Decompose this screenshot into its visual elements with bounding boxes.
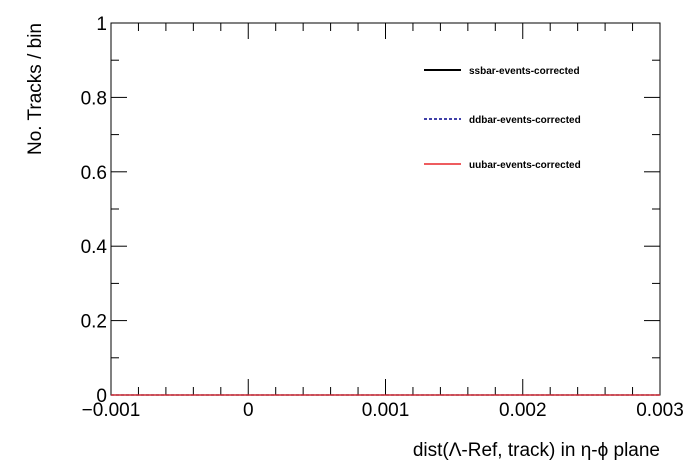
x-tick-label: 0.001 (362, 400, 410, 421)
x-tick-label: −0.001 (82, 400, 141, 421)
y-tick-label: 0 (96, 386, 107, 407)
plot-frame (110, 22, 661, 396)
y-tick-label: 0.6 (81, 163, 107, 184)
y-axis-title: No. Tracks / bin (25, 23, 46, 155)
x-tick-label: 0.002 (499, 400, 547, 421)
y-tick-label: 0.2 (81, 312, 107, 333)
axis-ticks (110, 22, 661, 396)
y-tick-label: 0.8 (81, 88, 107, 109)
x-tick-label: 0 (243, 400, 254, 421)
x-axis-title: dist(Λ-Ref, track) in η-ϕ plane (413, 440, 660, 461)
legend-label: uubar-events-corrected (469, 160, 581, 171)
legend-label: ssbar-events-corrected (469, 66, 580, 77)
y-tick-label: 0.4 (81, 237, 108, 258)
legend: ssbar-events-corrected ddbar-events-corre… (424, 66, 581, 171)
y-tick-label: 1 (96, 14, 107, 35)
x-tick-label: 0.003 (636, 400, 684, 421)
legend-label: ddbar-events-corrected (469, 115, 581, 126)
